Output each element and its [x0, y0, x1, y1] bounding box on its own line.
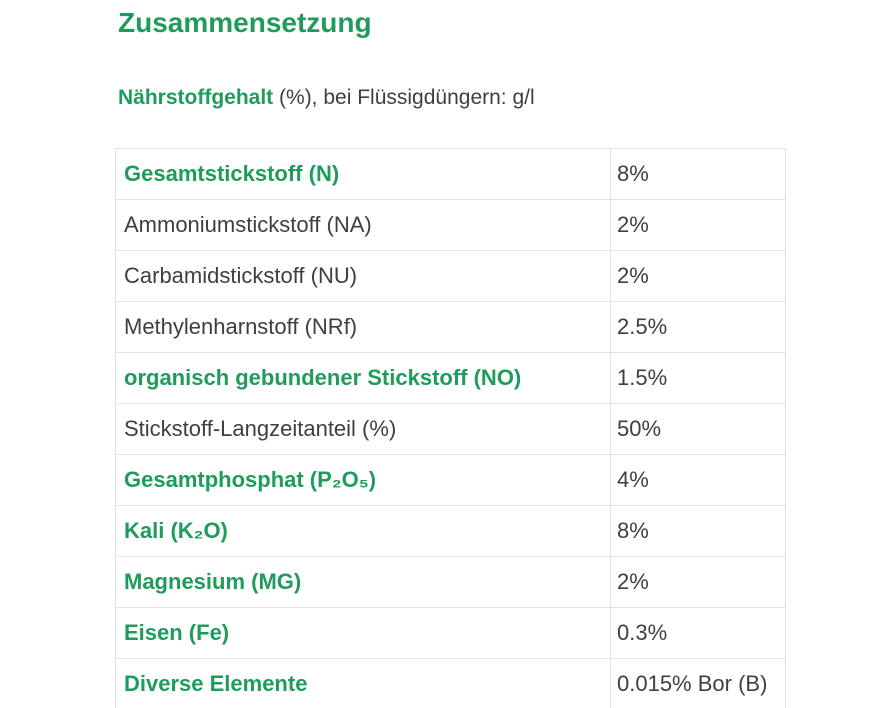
- nutrient-value-cell: 2%: [610, 250, 786, 302]
- nutrient-value-cell: 4%: [610, 454, 786, 506]
- nutrient-label-cell: Methylenharnstoff (NRf): [115, 301, 611, 353]
- table-row: Methylenharnstoff (NRf) 2.5%: [115, 301, 786, 353]
- nutrient-label-cell: Kali (K₂O): [115, 505, 611, 557]
- table-row: Kali (K₂O) 8%: [115, 505, 786, 557]
- subtitle-rest: (%), bei Flüssigdüngern: g/l: [273, 86, 535, 109]
- table-row: Diverse Elemente 0.015% Bor (B): [115, 658, 786, 708]
- table-row: organisch gebundener Stickstoff (NO) 1.5…: [115, 352, 786, 404]
- nutrient-value-cell: 50%: [610, 403, 786, 455]
- table-row: Carbamidstickstoff (NU) 2%: [115, 250, 786, 302]
- table-row: Ammoniumstickstoff (NA) 2%: [115, 199, 786, 251]
- nutrient-value-cell: 1.5%: [610, 352, 786, 404]
- page-title: Zusammensetzung: [118, 7, 372, 38]
- table-row: Eisen (Fe) 0.3%: [115, 607, 786, 659]
- table-row: Gesamtstickstoff (N) 8%: [115, 148, 786, 200]
- nutrient-label-cell: Eisen (Fe): [115, 607, 611, 659]
- subtitle-emphasis: Nährstoffgehalt: [118, 86, 274, 109]
- nutrient-value-cell: 2.5%: [610, 301, 786, 353]
- table-row: Gesamtphosphat (P₂O₅) 4%: [115, 454, 786, 506]
- nutrient-label-cell: Gesamtstickstoff (N): [115, 148, 611, 200]
- nutrient-value-cell: 8%: [610, 505, 786, 557]
- nutrient-label-cell: Magnesium (MG): [115, 556, 611, 608]
- nutrient-label-cell: Ammoniumstickstoff (NA): [115, 199, 611, 251]
- composition-table-body: Gesamtstickstoff (N) 8% Ammoniumsticksto…: [115, 148, 786, 708]
- nutrient-value-cell: 8%: [610, 148, 786, 200]
- composition-table: Gesamtstickstoff (N) 8% Ammoniumsticksto…: [115, 148, 786, 708]
- nutrient-value-cell: 2%: [610, 556, 786, 608]
- nutrient-value-cell: 2%: [610, 199, 786, 251]
- nutrient-value-cell: 0.3%: [610, 607, 786, 659]
- nutrient-label-cell: Carbamidstickstoff (NU): [115, 250, 611, 302]
- table-row: Magnesium (MG) 2%: [115, 556, 786, 608]
- nutrient-label-cell: organisch gebundener Stickstoff (NO): [115, 352, 611, 404]
- nutrient-value-cell: 0.015% Bor (B): [610, 658, 786, 708]
- subtitle: Nährstoffgehalt (%), bei Flüssigdüngern:…: [118, 85, 885, 111]
- nutrient-label-cell: Gesamtphosphat (P₂O₅): [115, 454, 611, 506]
- nutrient-label-cell: Stickstoff-Langzeitanteil (%): [115, 403, 611, 455]
- table-row: Stickstoff-Langzeitanteil (%) 50%: [115, 403, 786, 455]
- nutrient-label-cell: Diverse Elemente: [115, 658, 611, 708]
